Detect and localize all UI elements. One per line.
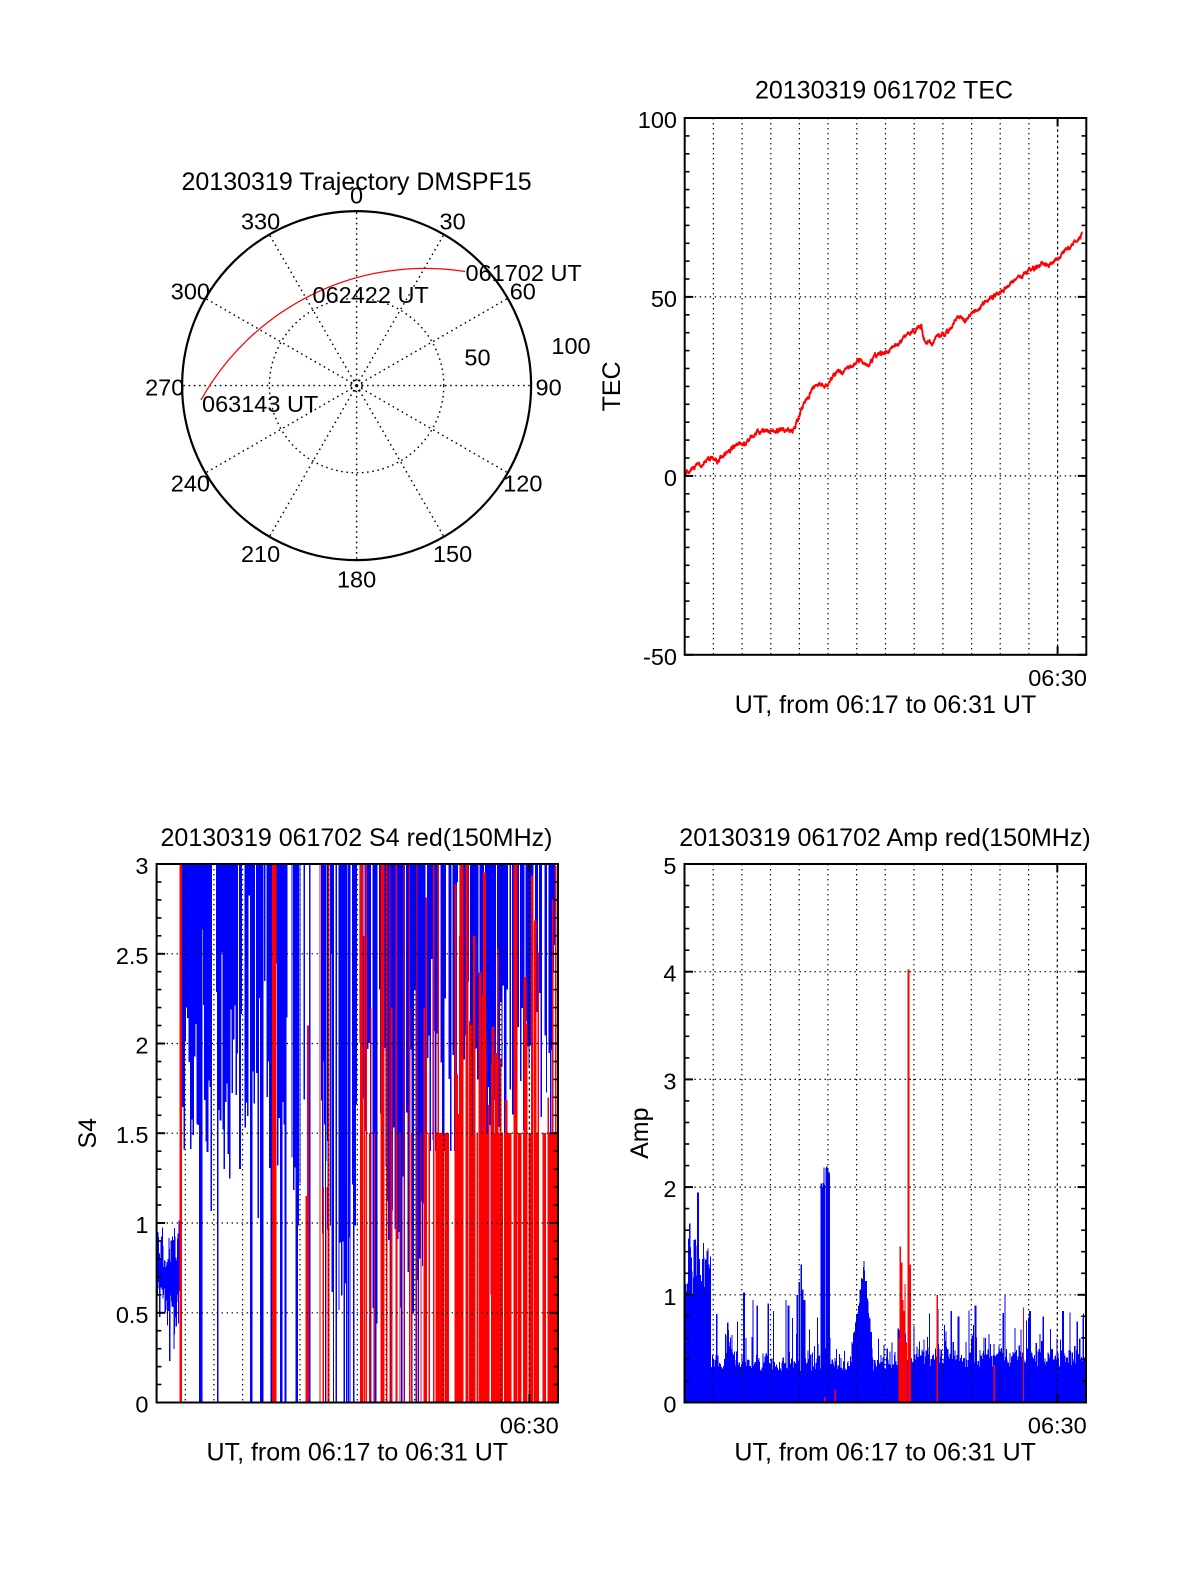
svg-text:180: 180 bbox=[337, 567, 376, 593]
svg-text:50: 50 bbox=[464, 345, 490, 371]
svg-text:100: 100 bbox=[551, 333, 590, 359]
svg-text:0: 0 bbox=[350, 183, 363, 209]
svg-text:062422 UT: 062422 UT bbox=[313, 282, 429, 308]
svg-text:2: 2 bbox=[135, 1033, 148, 1059]
svg-text:120: 120 bbox=[503, 471, 542, 497]
svg-text:240: 240 bbox=[171, 471, 210, 497]
svg-text:06:30: 06:30 bbox=[1028, 665, 1087, 691]
svg-text:300: 300 bbox=[171, 279, 210, 305]
svg-text:50: 50 bbox=[651, 286, 677, 312]
svg-text:S4: S4 bbox=[74, 1118, 102, 1149]
svg-text:90: 90 bbox=[536, 375, 562, 401]
svg-text:2: 2 bbox=[663, 1176, 676, 1202]
svg-text:0.5: 0.5 bbox=[116, 1302, 149, 1328]
svg-text:UT, from 06:17 to 06:31 UT: UT, from 06:17 to 06:31 UT bbox=[207, 1439, 509, 1467]
svg-text:3: 3 bbox=[663, 1068, 676, 1094]
svg-text:150: 150 bbox=[433, 541, 472, 567]
svg-text:063143 UT: 063143 UT bbox=[202, 391, 318, 417]
svg-text:2.5: 2.5 bbox=[116, 943, 149, 969]
svg-text:06:30: 06:30 bbox=[1028, 1413, 1087, 1439]
svg-text:0: 0 bbox=[664, 465, 677, 491]
svg-text:061702 UT: 061702 UT bbox=[466, 260, 582, 286]
svg-text:06:30: 06:30 bbox=[500, 1413, 559, 1439]
svg-text:1.5: 1.5 bbox=[116, 1122, 149, 1148]
svg-text:4: 4 bbox=[663, 961, 676, 987]
svg-text:Amp: Amp bbox=[626, 1107, 654, 1158]
svg-text:1: 1 bbox=[663, 1284, 676, 1310]
svg-text:20130319 Trajectory DMSPF15: 20130319 Trajectory DMSPF15 bbox=[182, 168, 532, 196]
svg-text:TEC: TEC bbox=[598, 361, 626, 411]
svg-text:3: 3 bbox=[135, 853, 148, 879]
svg-text:270: 270 bbox=[145, 375, 184, 401]
svg-text:20130319 061702 Amp red(150MHz: 20130319 061702 Amp red(150MHz) bbox=[679, 824, 1090, 852]
svg-text:20130319 061702 TEC: 20130319 061702 TEC bbox=[755, 77, 1013, 105]
svg-text:30: 30 bbox=[440, 208, 466, 234]
svg-text:1: 1 bbox=[135, 1212, 148, 1238]
svg-text:60: 60 bbox=[510, 279, 536, 305]
svg-text:5: 5 bbox=[663, 853, 676, 879]
svg-text:100: 100 bbox=[638, 107, 677, 133]
svg-text:-50: -50 bbox=[643, 644, 677, 670]
svg-text:UT, from 06:17 to 06:31 UT: UT, from 06:17 to 06:31 UT bbox=[734, 1439, 1036, 1467]
svg-text:0: 0 bbox=[663, 1392, 676, 1418]
svg-text:0: 0 bbox=[135, 1392, 148, 1418]
svg-text:210: 210 bbox=[241, 541, 280, 567]
svg-text:UT, from 06:17 to 06:31 UT: UT, from 06:17 to 06:31 UT bbox=[735, 691, 1037, 719]
svg-text:20130319 061702 S4 red(150MHz): 20130319 061702 S4 red(150MHz) bbox=[161, 824, 553, 852]
svg-text:330: 330 bbox=[241, 208, 280, 234]
